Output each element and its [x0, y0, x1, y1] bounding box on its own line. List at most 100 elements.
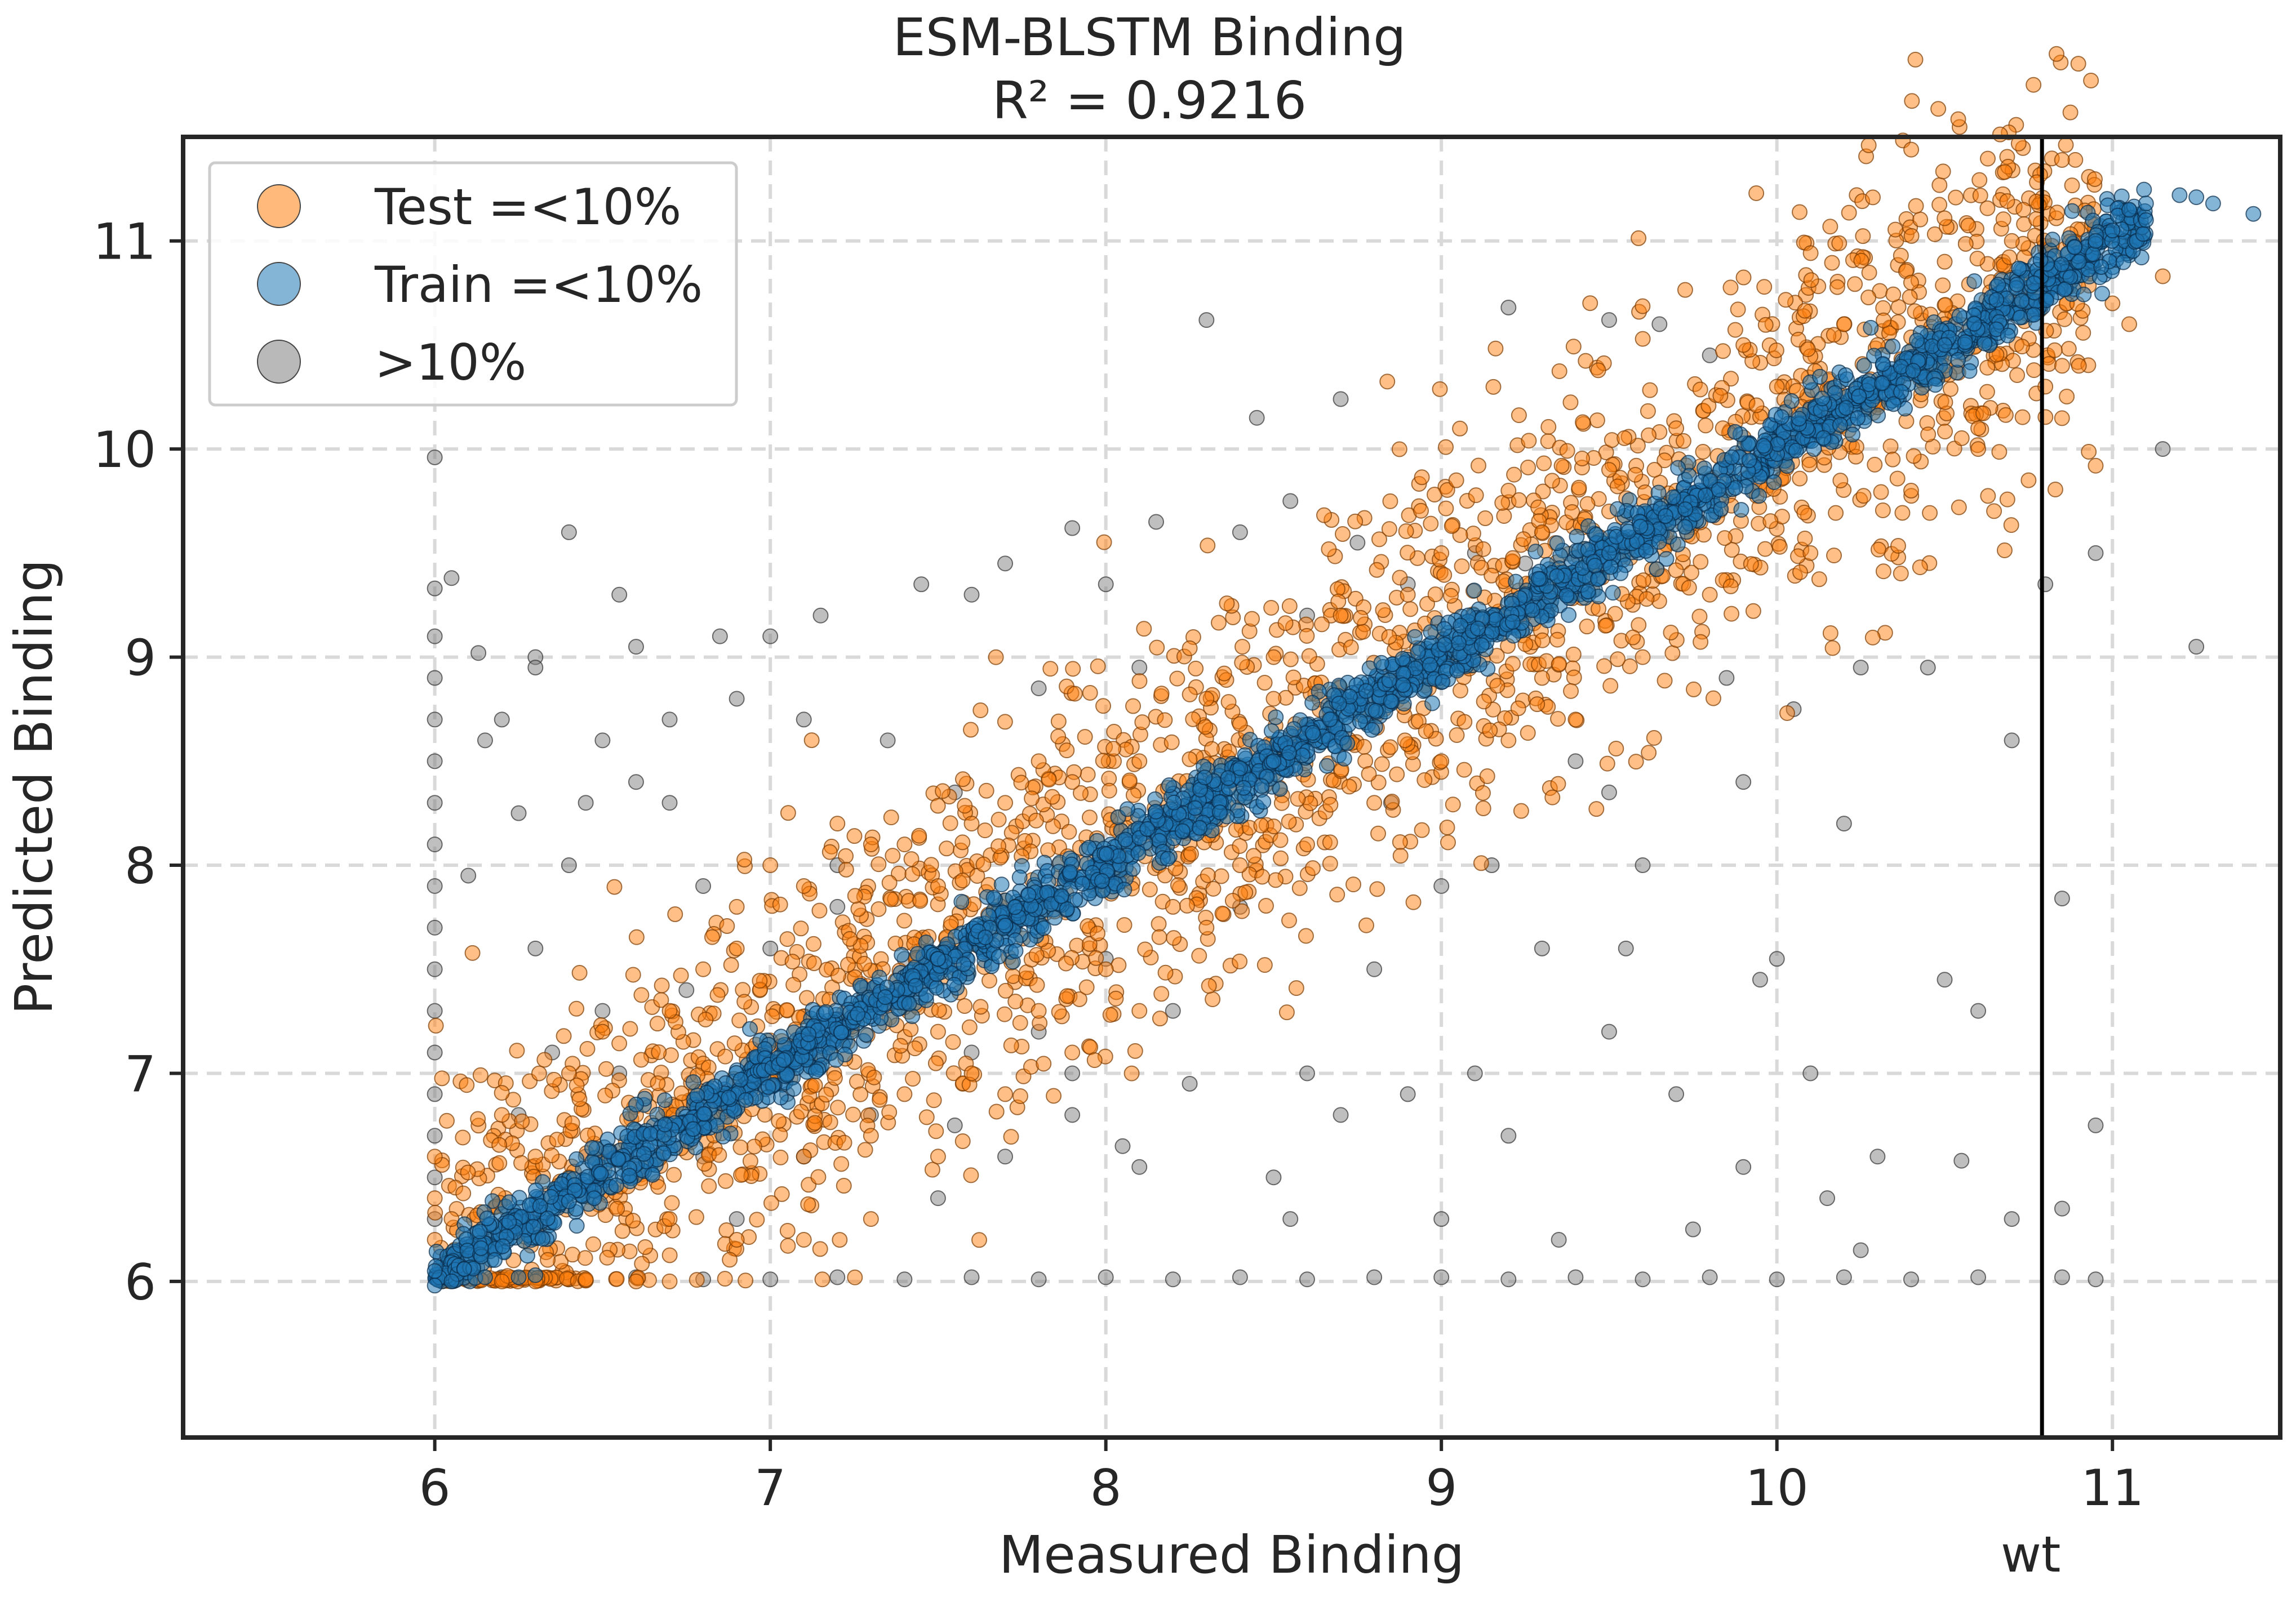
point	[1078, 979, 1095, 995]
point	[1444, 518, 1460, 534]
point	[1003, 1037, 1019, 1053]
point	[661, 1003, 678, 1019]
point	[1999, 491, 2015, 508]
point	[2004, 732, 2020, 749]
point	[1232, 524, 1248, 540]
point	[729, 1211, 745, 1227]
point	[1294, 747, 1311, 763]
point	[810, 1169, 827, 1185]
point	[427, 628, 443, 644]
point	[1832, 417, 1848, 433]
point	[963, 816, 980, 832]
point	[1333, 1107, 1349, 1123]
point	[1931, 197, 1948, 213]
point	[1400, 586, 1416, 603]
point	[872, 1092, 888, 1108]
point	[1268, 872, 1284, 888]
point	[1410, 644, 1426, 660]
point	[1864, 189, 1881, 206]
point	[1950, 351, 1966, 368]
point	[821, 844, 838, 860]
point	[736, 852, 753, 868]
point	[1098, 576, 1114, 593]
point	[1182, 1075, 1198, 1092]
point	[1997, 164, 2013, 180]
point	[1432, 381, 1448, 397]
point	[1349, 535, 1366, 551]
point	[661, 1247, 678, 1263]
point	[1646, 729, 1662, 746]
point	[729, 940, 745, 956]
point	[689, 1087, 705, 1103]
point	[1064, 1107, 1081, 1123]
point	[510, 805, 527, 821]
point	[1400, 1086, 1416, 1102]
point	[1724, 606, 1740, 622]
point	[698, 1012, 714, 1028]
point	[1631, 230, 1647, 246]
point	[729, 898, 745, 915]
point	[1906, 448, 1922, 464]
point	[678, 982, 695, 998]
point	[427, 919, 443, 936]
point	[1232, 1269, 1248, 1285]
point	[1439, 482, 1455, 498]
point	[1748, 185, 1765, 202]
point	[1832, 473, 1849, 489]
point	[1456, 714, 1473, 730]
point	[1574, 451, 1590, 467]
point	[1166, 794, 1182, 811]
point	[1384, 794, 1400, 810]
point	[1912, 559, 1928, 576]
point	[1448, 472, 1464, 488]
point	[1616, 430, 1633, 446]
point	[1322, 834, 1338, 851]
point	[1003, 1129, 1019, 1145]
point	[1024, 790, 1040, 807]
point	[1064, 1065, 1081, 1082]
point	[981, 972, 997, 989]
chart-subtitle: R² = 0.9216	[992, 70, 1307, 131]
point	[1152, 1011, 1168, 1027]
point	[611, 1035, 628, 1052]
point	[1702, 347, 1718, 363]
point	[1361, 766, 1377, 782]
point	[977, 929, 993, 946]
point	[1609, 501, 1626, 517]
point	[2088, 1271, 2104, 1288]
point	[622, 1021, 638, 1037]
point	[1416, 772, 1433, 788]
point	[1423, 515, 1439, 532]
point	[836, 1134, 852, 1151]
point	[1893, 566, 1909, 582]
point	[494, 1273, 510, 1289]
point	[1452, 420, 1468, 437]
point	[1291, 880, 1308, 896]
point	[1649, 561, 1665, 577]
point	[1875, 502, 1891, 519]
point	[1724, 542, 1740, 558]
point	[427, 449, 443, 465]
point	[1893, 384, 1909, 400]
point	[427, 1149, 443, 1165]
point	[1561, 607, 1577, 623]
point	[1677, 282, 1693, 298]
point	[2115, 254, 2131, 270]
point	[1625, 629, 1641, 646]
point	[2014, 293, 2030, 309]
point	[1044, 789, 1060, 805]
point	[1505, 550, 1521, 566]
point	[957, 798, 973, 814]
point	[1668, 420, 1685, 437]
point	[1756, 279, 1773, 295]
point	[1565, 646, 1582, 662]
point	[1769, 1271, 1785, 1288]
point	[1424, 695, 1440, 711]
point	[1219, 595, 1235, 612]
point	[945, 1065, 962, 1082]
point	[1203, 741, 1220, 757]
point	[544, 1147, 560, 1164]
point	[1766, 474, 1782, 491]
point	[2026, 275, 2042, 291]
point	[2009, 367, 2026, 383]
